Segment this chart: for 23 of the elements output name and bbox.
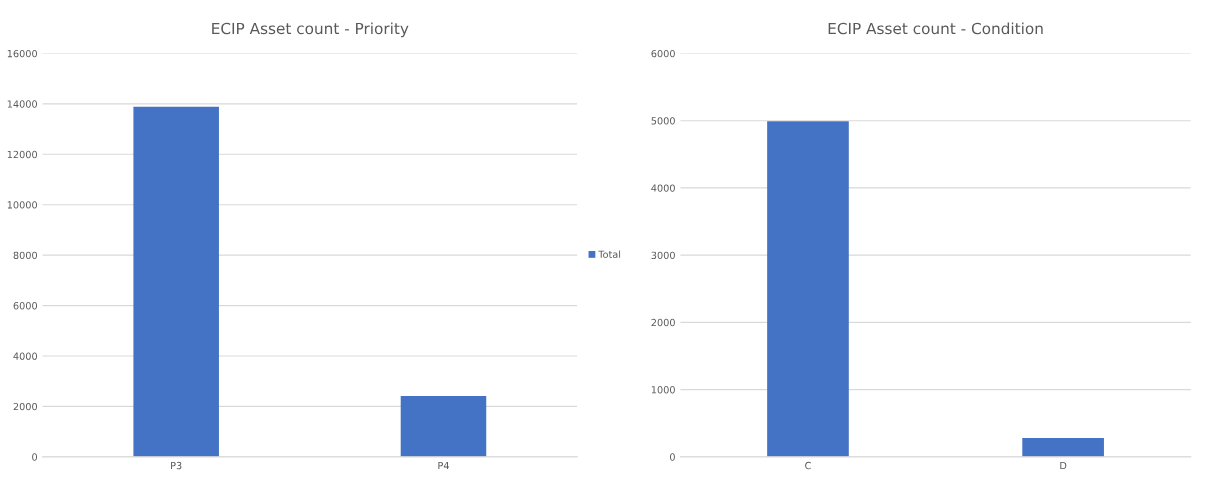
y-tick-label: 3000 xyxy=(651,251,675,259)
y-tick-label: 4000 xyxy=(651,184,675,192)
legend-label: Total xyxy=(598,250,621,258)
y-tick-label: 2000 xyxy=(651,318,675,327)
x-tick-label: C xyxy=(805,461,811,470)
chart-title: ECIP Asset count - Priority xyxy=(212,22,409,38)
y-tick-label: 0 xyxy=(669,453,675,461)
x-tick-label: D xyxy=(1060,462,1067,470)
y-tick-label: 14000 xyxy=(7,100,38,108)
y-tick-label: 6000 xyxy=(651,49,675,58)
y-tick-label: 2000 xyxy=(13,402,38,411)
y-tick-label: 16000 xyxy=(7,49,38,58)
chart-title: ECIP Asset count - Condition xyxy=(828,22,1043,35)
y-tick-label: 5000 xyxy=(651,117,675,125)
y-tick-label: 12000 xyxy=(7,150,38,159)
x-tick-label: P4 xyxy=(438,462,449,470)
x-tick-label: P3 xyxy=(171,461,182,470)
y-tick-label: 1000 xyxy=(651,386,675,394)
y-tick-label: 4000 xyxy=(13,352,38,360)
y-tick-label: 0 xyxy=(32,453,38,461)
y-tick-label: 6000 xyxy=(13,302,38,310)
y-tick-label: 8000 xyxy=(13,251,38,259)
y-tick-label: 10000 xyxy=(7,201,38,209)
